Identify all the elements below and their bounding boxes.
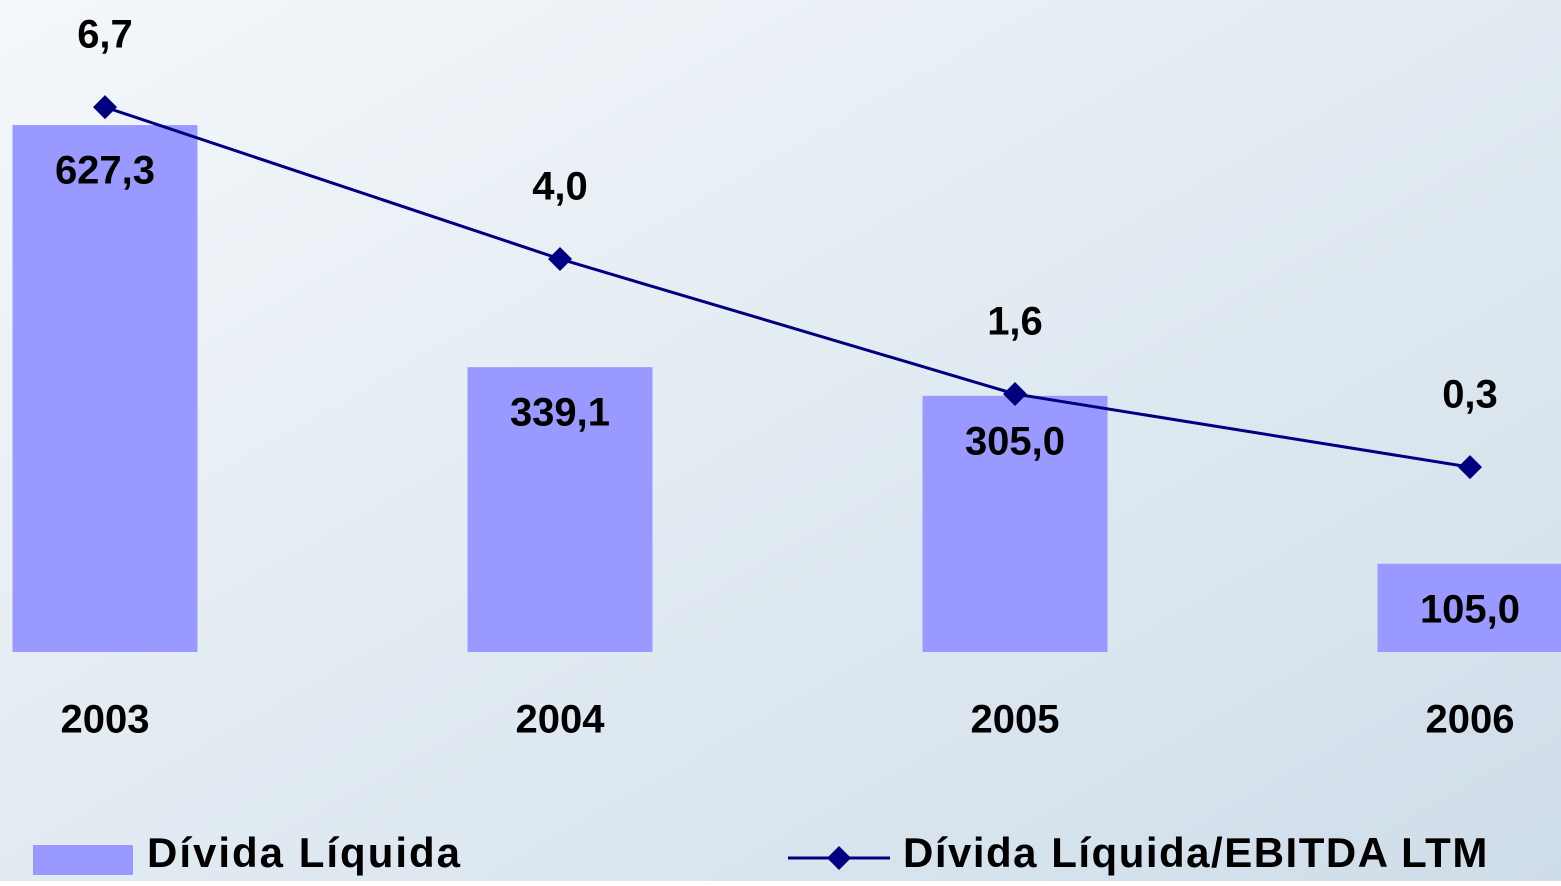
bar-value-label: 339,1: [510, 391, 610, 435]
x-tick-label: 2003: [61, 698, 150, 742]
legend-swatch: [33, 845, 133, 875]
legend-label: Dívida Líquida/EBITDA LTM: [903, 829, 1489, 876]
x-tick-label: 2004: [516, 698, 606, 742]
line-value-label: 0,3: [1442, 373, 1498, 417]
bar-value-label: 627,3: [55, 149, 155, 193]
line-value-label: 6,7: [77, 13, 133, 57]
bar-value-label: 105,0: [1420, 587, 1520, 631]
line-value-label: 4,0: [532, 165, 588, 209]
line-value-label: 1,6: [987, 300, 1043, 344]
legend-label: Dívida Líquida: [147, 829, 462, 876]
bar: [13, 125, 198, 652]
bar-value-label: 305,0: [965, 419, 1065, 463]
x-tick-label: 2005: [971, 698, 1060, 742]
x-tick-label: 2006: [1426, 698, 1515, 742]
